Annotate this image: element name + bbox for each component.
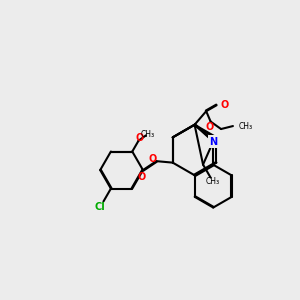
- Text: O: O: [149, 154, 157, 164]
- Text: O: O: [220, 100, 228, 110]
- Text: CH₃: CH₃: [239, 122, 253, 130]
- Text: N: N: [209, 136, 217, 147]
- Text: CH₃: CH₃: [206, 177, 220, 186]
- Text: O: O: [137, 172, 146, 182]
- Text: CH₃: CH₃: [141, 130, 155, 139]
- Text: O: O: [205, 122, 213, 132]
- Text: O: O: [136, 133, 144, 143]
- Text: Cl: Cl: [95, 202, 106, 212]
